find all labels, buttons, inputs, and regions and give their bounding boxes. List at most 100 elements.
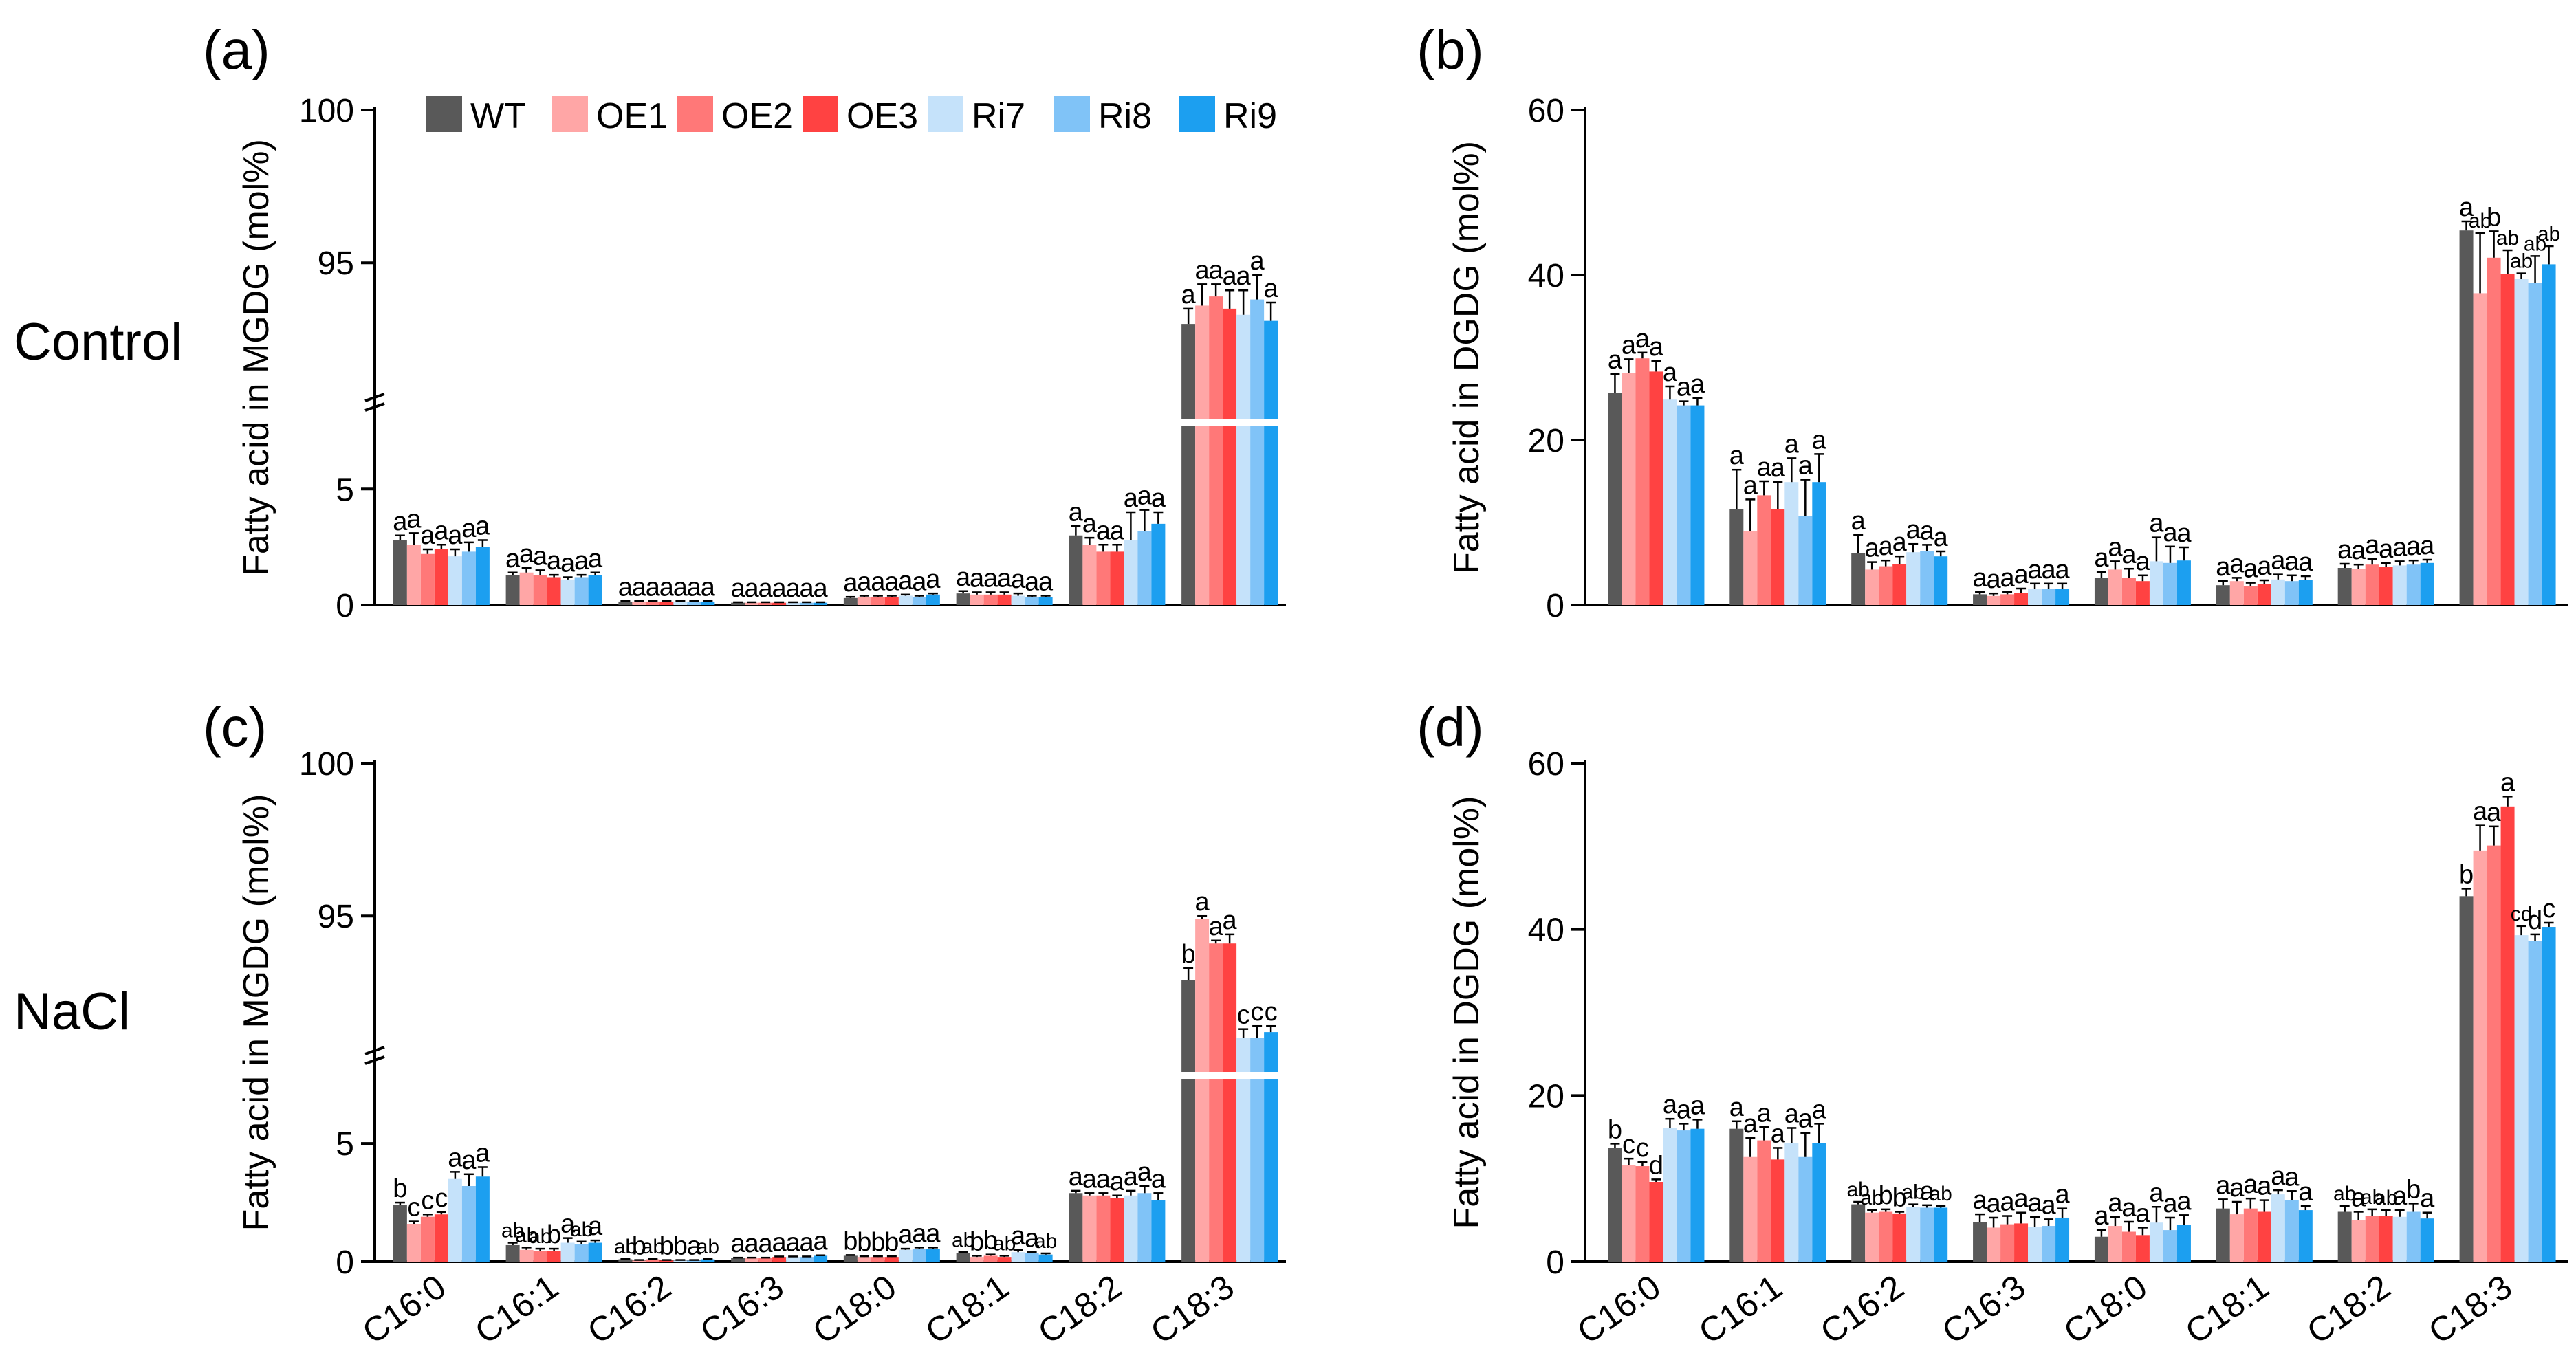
bar-a-c18-1-ri8 (1025, 597, 1039, 605)
sig-letter-d-c18-0-oe3: a (2135, 1199, 2150, 1228)
sig-letter-b-c16-2-oe2: a (1879, 532, 1894, 561)
x-tick-label-c18-2: C18:2 (1031, 1267, 1128, 1351)
bar-c-c16-1-wt (505, 1244, 520, 1262)
sig-letter-c-c18-3-wt: b (1181, 940, 1196, 969)
sig-letter-a-c16-0-oe3: a (434, 516, 449, 545)
sig-letter-b-c16-1-oe3: a (1771, 454, 1786, 483)
bar-a-c16-3-ri8 (800, 602, 814, 605)
bar-a-c18-3-oe2 (1209, 296, 1223, 605)
sig-letter-b-c16-0-wt: a (1608, 346, 1623, 375)
sig-letter-d-c18-2-ri9: a (2420, 1185, 2435, 1214)
bar-d-c16-0-oe2 (1635, 1166, 1650, 1262)
bar-d-c16-1-ri9 (1812, 1143, 1826, 1262)
sig-letter-d-c18-3-wt: b (2459, 860, 2474, 889)
bar-c-c16-0-ri8 (461, 1186, 476, 1262)
bar-c-c16-3-wt (731, 1258, 745, 1262)
sig-letter-a-c16-2-ri7: a (673, 573, 688, 602)
sig-letter-c-c18-1-ri7: a (1011, 1222, 1026, 1251)
bar-b-c18-1-ri8 (2284, 581, 2299, 605)
sig-letter-a-c16-2-oe1: a (632, 573, 647, 602)
bar-c-c18-0-oe2 (871, 1257, 885, 1262)
sig-letter-a-c16-0-ri8: a (461, 514, 477, 543)
bar-c-c16-2-oe3 (659, 1260, 674, 1262)
sig-letter-c-c16-2-ri8: a (687, 1232, 702, 1261)
axis-break-mark (364, 393, 385, 402)
sig-letter-c-c18-2-oe1: a (1082, 1165, 1098, 1194)
legend-swatch-ri9 (1179, 96, 1215, 132)
sig-letter-d-c18-3-ri8: d (2528, 906, 2542, 935)
bar-c-c18-0-ri9 (926, 1249, 940, 1262)
sig-letter-d-c16-1-ri9: a (1812, 1095, 1827, 1124)
bar-a-c18-0-ri7 (898, 595, 913, 605)
sig-letter-c-c16-3-ri8: a (800, 1228, 815, 1257)
sig-letter-d-c16-2-oe2: b (1879, 1181, 1893, 1210)
sig-letter-a-c18-0-wt: a (843, 569, 858, 597)
sig-letter-c-c18-0-oe1: b (857, 1228, 871, 1257)
sig-letter-c-c18-0-wt: b (843, 1227, 858, 1255)
sig-letter-b-c18-0-wt: a (2094, 544, 2109, 573)
bar-b-c16-0-ri7 (1663, 399, 1677, 605)
bar-b-c18-0-wt (2094, 578, 2108, 605)
sig-letter-d-c18-1-oe3: a (2257, 1172, 2272, 1201)
y-tick-label: 0 (1546, 588, 1564, 624)
bar-b-c16-3-oe3 (2014, 593, 2029, 605)
bar-a-c16-3-wt (731, 602, 745, 605)
bar-d-c18-3-ri8 (2528, 941, 2542, 1262)
bar-a-c16-3-oe2 (758, 602, 773, 605)
sig-letter-d-c18-2-ri7: a (2392, 1182, 2408, 1211)
sig-letter-d-c18-3-oe3: a (2500, 768, 2515, 797)
sig-letter-b-c18-3-ri8: ab (2524, 232, 2546, 255)
sig-letter-b-c16-1-ri7: a (1784, 430, 1800, 459)
bar-d-c18-2-oe3 (2379, 1216, 2393, 1262)
sig-letter-a-c18-3-oe3: a (1223, 262, 1238, 291)
bar-c-c16-0-ri9 (475, 1176, 490, 1262)
bar-b-c18-1-ri9 (2298, 580, 2313, 605)
sig-letter-c-c16-3-ri9: a (814, 1227, 829, 1256)
y-tick-label: 60 (1528, 93, 1564, 129)
bar-b-c18-0-ri8 (2163, 562, 2177, 605)
sig-letter-b-c18-3-oe2: b (2487, 203, 2501, 232)
sig-letter-c-c16-1-oe3: b (547, 1220, 561, 1249)
bar-d-c16-3-oe2 (2000, 1224, 2015, 1262)
sig-letter-d-c16-0-oe1: c (1622, 1130, 1635, 1159)
bar-b-c18-2-oe2 (2365, 564, 2379, 605)
sig-letter-a-c16-1-wt: a (505, 545, 521, 573)
bar-d-c16-2-ri9 (1934, 1207, 1948, 1262)
bar-b-c18-1-oe3 (2257, 584, 2271, 605)
bar-d-c18-1-oe1 (2229, 1214, 2244, 1262)
bar-b-c18-0-oe3 (2135, 581, 2150, 605)
bar-a-c16-0-wt (393, 540, 407, 605)
sig-letter-a-c16-3-ri7: a (786, 574, 801, 603)
sig-letter-a-c18-3-ri9: a (1264, 274, 1279, 303)
sig-letter-d-c16-1-oe2: a (1757, 1099, 1772, 1128)
sig-letter-c-c16-0-ri9: a (475, 1139, 490, 1168)
y-axis-title: Fatty acid in DGDG (mol%) (1447, 796, 1487, 1229)
sig-letter-d-c18-0-oe1: a (2108, 1189, 2123, 1218)
sig-letter-a-c16-3-ri8: a (800, 574, 815, 603)
bar-c-c18-2-ri8 (1137, 1193, 1152, 1262)
sig-letter-c-c16-3-oe3: a (772, 1228, 787, 1257)
sig-letter-d-c18-1-ri9: a (2298, 1178, 2313, 1207)
sig-letter-b-c18-1-ri9: a (2298, 548, 2313, 577)
bar-c-c18-2-oe1 (1082, 1195, 1097, 1262)
bar-c-c16-1-oe3 (547, 1251, 561, 1262)
legend-label-wt: WT (470, 96, 526, 136)
bar-b-c18-3-oe3 (2500, 274, 2515, 605)
sig-letter-c-c16-2-oe3: b (659, 1232, 674, 1261)
sig-letter-d-c16-0-oe2: c (1636, 1134, 1649, 1163)
bar-d-c18-0-oe1 (2108, 1226, 2122, 1262)
sig-letter-a-c16-1-ri8: a (574, 547, 589, 575)
sig-letter-b-c18-1-oe2: a (2243, 555, 2258, 584)
y-tick-label: 40 (1528, 912, 1564, 949)
bar-c-c16-3-ri7 (786, 1257, 800, 1262)
sig-letter-a-c16-0-wt: a (393, 507, 408, 536)
bar-b-c18-1-oe2 (2243, 586, 2258, 605)
sig-letter-c-c18-3-ri9: c (1265, 998, 1278, 1027)
sig-letter-d-c16-2-ri7: ab (1902, 1181, 1925, 1204)
sig-letter-a-c18-2-oe1: a (1082, 509, 1098, 538)
bar-c-c16-1-ri7 (560, 1242, 575, 1262)
bar-d-c16-2-oe3 (1892, 1213, 1907, 1262)
bar-d-c18-3-oe1 (2473, 850, 2487, 1262)
sig-letter-d-c16-0-oe3: d (1649, 1151, 1663, 1180)
sig-letter-c-c16-0-ri7: a (448, 1143, 463, 1172)
